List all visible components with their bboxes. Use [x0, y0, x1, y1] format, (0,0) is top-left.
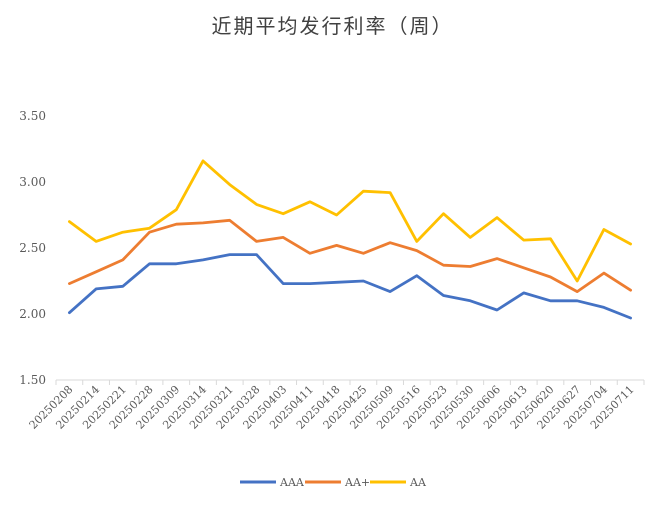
chart-title: 近期平均发行利率（周） [211, 14, 454, 38]
series-layer [68, 159, 632, 320]
legend-label: AA [409, 476, 427, 489]
series-line-aa [68, 159, 632, 283]
y-tick-label: 1.50 [19, 373, 46, 387]
y-tick-label: 3.50 [19, 109, 46, 123]
y-axis: 1.50 2.00 2.50 3.00 3.50 [19, 109, 46, 387]
y-tick-label: 3.00 [19, 175, 46, 189]
legend-label: AAA [279, 476, 305, 489]
legend: AAA AA+ AA [240, 476, 427, 489]
x-axis: 2025020820250214202502212025022820250309… [27, 379, 645, 432]
legend-label: AA+ [344, 476, 370, 489]
y-tick-label: 2.00 [19, 307, 46, 321]
y-tick-label: 2.50 [19, 241, 46, 255]
series-line-aa-plus [68, 218, 632, 294]
series-line-aaa [68, 253, 632, 320]
